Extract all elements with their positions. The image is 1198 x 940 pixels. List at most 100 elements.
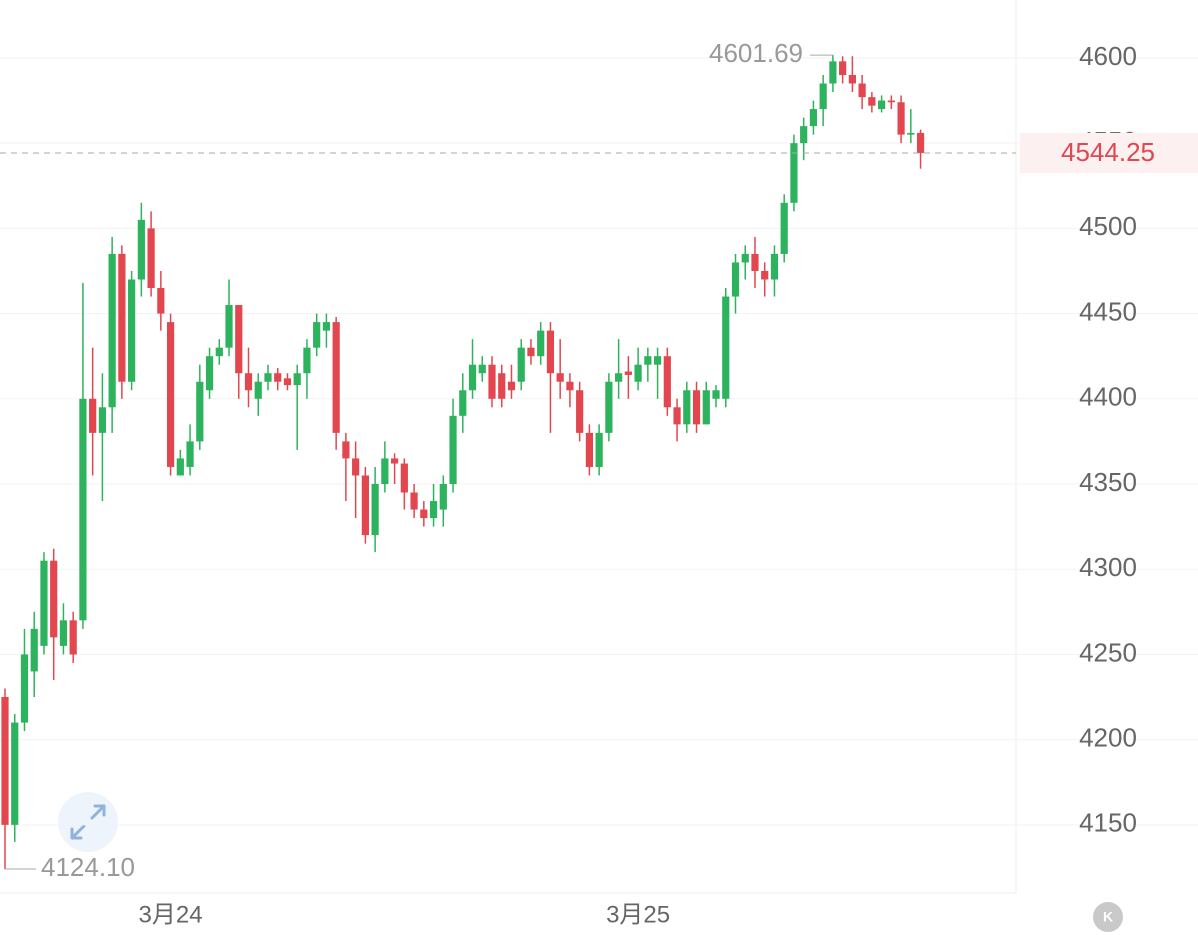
candle-body — [303, 347, 311, 374]
candle-body — [741, 253, 749, 263]
candle-body — [498, 373, 506, 399]
candle-body — [897, 102, 905, 135]
candle-body — [186, 441, 194, 467]
candle-body — [858, 83, 866, 98]
corner-button-bg — [1093, 902, 1123, 932]
candle-body — [839, 61, 847, 75]
candle-body — [128, 279, 136, 382]
corner-button[interactable]: K — [1093, 902, 1123, 932]
candle-body — [576, 390, 584, 433]
candle-body — [293, 373, 301, 386]
candle-body — [449, 415, 457, 484]
expand-button[interactable] — [58, 792, 118, 852]
candle-body — [507, 381, 516, 391]
candle-body — [147, 228, 155, 289]
candle-body — [79, 398, 87, 621]
y-tick-label: 4250 — [1079, 637, 1137, 667]
last-price-box — [1020, 132, 1198, 173]
candle-body — [537, 330, 545, 357]
candle-body — [381, 458, 389, 484]
candle-body — [313, 322, 321, 348]
candle-body — [624, 371, 632, 375]
y-tick-label: 4400 — [1079, 382, 1137, 412]
candle-body — [322, 322, 331, 331]
candle-body — [118, 253, 126, 382]
candle-body — [274, 373, 282, 382]
candle-body — [410, 492, 418, 510]
candle-body — [663, 356, 671, 408]
y-tick-label: 4500 — [1079, 211, 1137, 241]
candle-body — [878, 100, 886, 110]
candle-body — [634, 364, 642, 382]
candle-body — [1, 697, 9, 825]
candle-body — [692, 390, 701, 425]
y-tick-label: 4450 — [1079, 296, 1137, 326]
candle-body — [361, 475, 369, 536]
candle-body — [11, 722, 19, 825]
candle-body — [468, 364, 477, 391]
candle-body — [683, 390, 691, 425]
candle-body — [809, 109, 818, 127]
candle-body — [391, 458, 399, 464]
candle-body — [157, 288, 165, 314]
candle-body — [166, 322, 175, 467]
candle-body — [176, 458, 184, 476]
candle-body — [352, 458, 360, 476]
candle-body — [332, 322, 340, 433]
candle-body — [731, 262, 740, 297]
candle-body — [722, 296, 730, 399]
expand-icon — [70, 804, 106, 840]
candle-body — [585, 432, 593, 467]
y-tick-label: 4600 — [1079, 41, 1137, 71]
candle-body — [712, 390, 720, 399]
candle-body — [780, 202, 788, 254]
candle-body — [800, 126, 808, 144]
candle-body — [761, 270, 769, 280]
candle-body — [59, 620, 68, 646]
y-tick-label: 4350 — [1079, 467, 1137, 497]
candle-body — [488, 364, 496, 399]
candle-body — [420, 509, 428, 519]
candle-body — [527, 347, 535, 357]
x-tick-label: 3月24 — [139, 901, 203, 928]
candle-body — [790, 143, 798, 203]
candle-body — [89, 398, 97, 433]
candle-body — [244, 373, 253, 391]
candle-body — [819, 83, 827, 110]
candle-body — [371, 483, 379, 536]
candle-body — [40, 560, 48, 646]
corner-button-label: K — [1103, 909, 1113, 925]
min-label: 4124.10 — [41, 852, 135, 882]
candle-body — [98, 407, 106, 433]
candle-body — [225, 305, 233, 348]
candle-body — [673, 407, 681, 425]
candle-body — [517, 347, 525, 382]
candle-body — [69, 620, 77, 655]
candle-body — [20, 654, 29, 723]
candle-body — [196, 381, 204, 442]
candle-body — [868, 97, 876, 106]
candle-body — [702, 390, 710, 425]
candle-body — [907, 132, 915, 135]
y-tick-label: 4300 — [1079, 552, 1137, 582]
candle-body — [215, 347, 223, 357]
candle-body — [566, 381, 574, 391]
candle-body — [848, 74, 856, 84]
candle-body — [283, 378, 292, 386]
candle-body — [137, 219, 145, 280]
candle-body — [254, 381, 262, 399]
candle-body — [439, 483, 447, 510]
candle-body — [595, 432, 603, 467]
candle-body — [887, 100, 895, 103]
candle-body — [429, 501, 438, 519]
candle-body — [400, 463, 408, 493]
last-price-label: 4544.25 — [1061, 137, 1155, 167]
candle-body — [235, 305, 243, 374]
y-tick-label: 4200 — [1079, 722, 1137, 752]
candle-body — [30, 628, 38, 672]
candle-body — [644, 356, 652, 365]
candle-body — [556, 373, 564, 382]
candle-body — [205, 356, 214, 391]
x-tick-label: 3月25 — [606, 901, 670, 928]
